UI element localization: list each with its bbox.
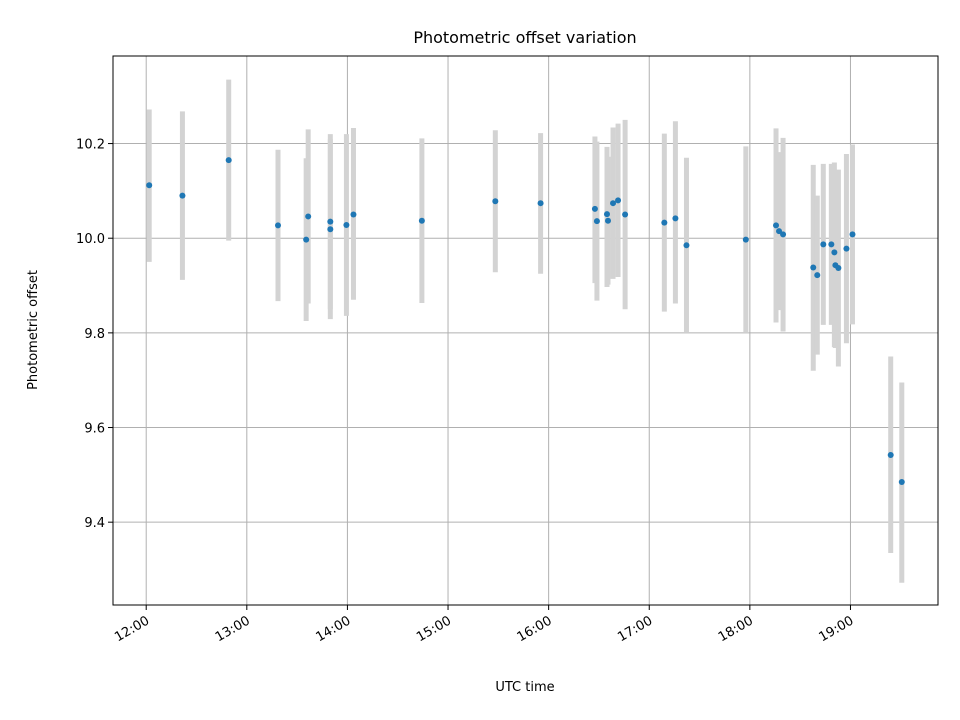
data-point — [742, 236, 749, 243]
data-point — [828, 241, 835, 248]
data-point — [780, 231, 787, 238]
data-point — [615, 197, 622, 204]
data-point — [591, 205, 598, 212]
data-point — [843, 245, 850, 252]
data-point — [225, 157, 232, 164]
y-tick-label: 10.0 — [76, 232, 105, 247]
grid-layer — [113, 56, 938, 605]
data-point — [849, 231, 856, 238]
y-tick-label: 9.4 — [84, 516, 105, 531]
data-point — [661, 219, 668, 226]
data-point — [683, 242, 690, 249]
data-point — [610, 200, 617, 207]
data-point — [773, 222, 780, 229]
data-point — [350, 211, 357, 218]
data-point — [327, 226, 334, 233]
data-point — [887, 451, 894, 458]
data-point — [179, 192, 186, 199]
data-point — [146, 182, 153, 189]
data-point — [343, 221, 350, 228]
chart-title: Photometric offset variation — [413, 28, 636, 47]
data-point — [593, 218, 600, 225]
data-point — [418, 217, 425, 224]
data-point — [622, 211, 629, 218]
data-point — [810, 264, 817, 271]
data-point — [303, 236, 310, 243]
point-layer — [146, 157, 905, 485]
data-point — [305, 213, 312, 220]
y-tick-label: 9.6 — [84, 422, 105, 437]
data-point — [776, 228, 783, 235]
y-tick-label: 9.8 — [84, 327, 105, 342]
data-point — [814, 272, 821, 279]
data-point — [492, 198, 499, 205]
data-point — [603, 211, 610, 218]
data-point — [537, 200, 544, 207]
plot-frame — [112, 55, 939, 606]
y-tick-label: 10.2 — [76, 138, 105, 153]
data-point — [275, 222, 281, 229]
data-point — [820, 241, 827, 248]
data-point — [605, 217, 611, 224]
data-point — [327, 218, 334, 225]
x-axis-label: UTC time — [495, 680, 554, 695]
data-point — [898, 478, 905, 485]
data-point — [835, 265, 842, 272]
y-axis-label: Photometric offset — [26, 270, 41, 390]
data-point — [831, 249, 838, 256]
data-point — [672, 215, 679, 222]
